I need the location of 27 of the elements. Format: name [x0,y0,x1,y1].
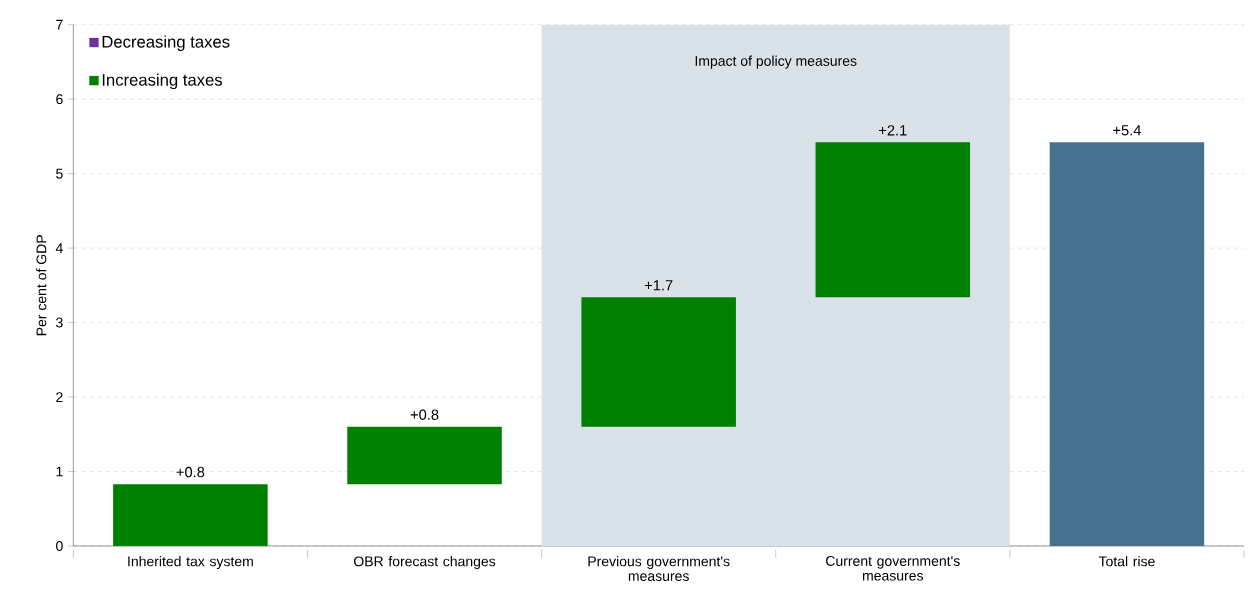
legend-label: Increasing taxes [102,73,223,90]
bar [1049,142,1205,546]
y-tick-label: 7 [56,19,63,30]
bar [815,142,971,298]
y-tick-label: 3 [56,317,63,328]
band-label: Impact of policy measures [695,55,857,69]
x-tick-label: Inherited tax system [128,556,253,570]
bar [113,484,268,546]
legend-label: Decreasing taxes [102,35,230,51]
bar [581,297,736,427]
x-tick-label: Current government's measures [826,556,960,581]
y-tick-label: 2 [56,392,63,402]
data-label: +1.7 [644,280,673,291]
data-label: +2.1 [879,125,907,136]
data-label: +0.8 [176,466,205,478]
y-tick-label: 4 [55,243,63,253]
data-label: +0.8 [410,409,439,420]
y-axis-title: Per cent of GDP [36,235,47,336]
x-tick-label: OBR forecast changes [354,556,496,570]
x-tick-label: Previous government's measures [588,556,730,581]
y-tick-label: 0 [56,541,63,551]
y-tick-label: 5 [56,168,63,179]
y-tick-label: 6 [56,94,63,105]
data-label: +5.4 [1113,125,1141,136]
bar [347,426,502,485]
y-tick-label: 1 [56,466,63,477]
x-tick-label: Total rise [1098,556,1155,567]
